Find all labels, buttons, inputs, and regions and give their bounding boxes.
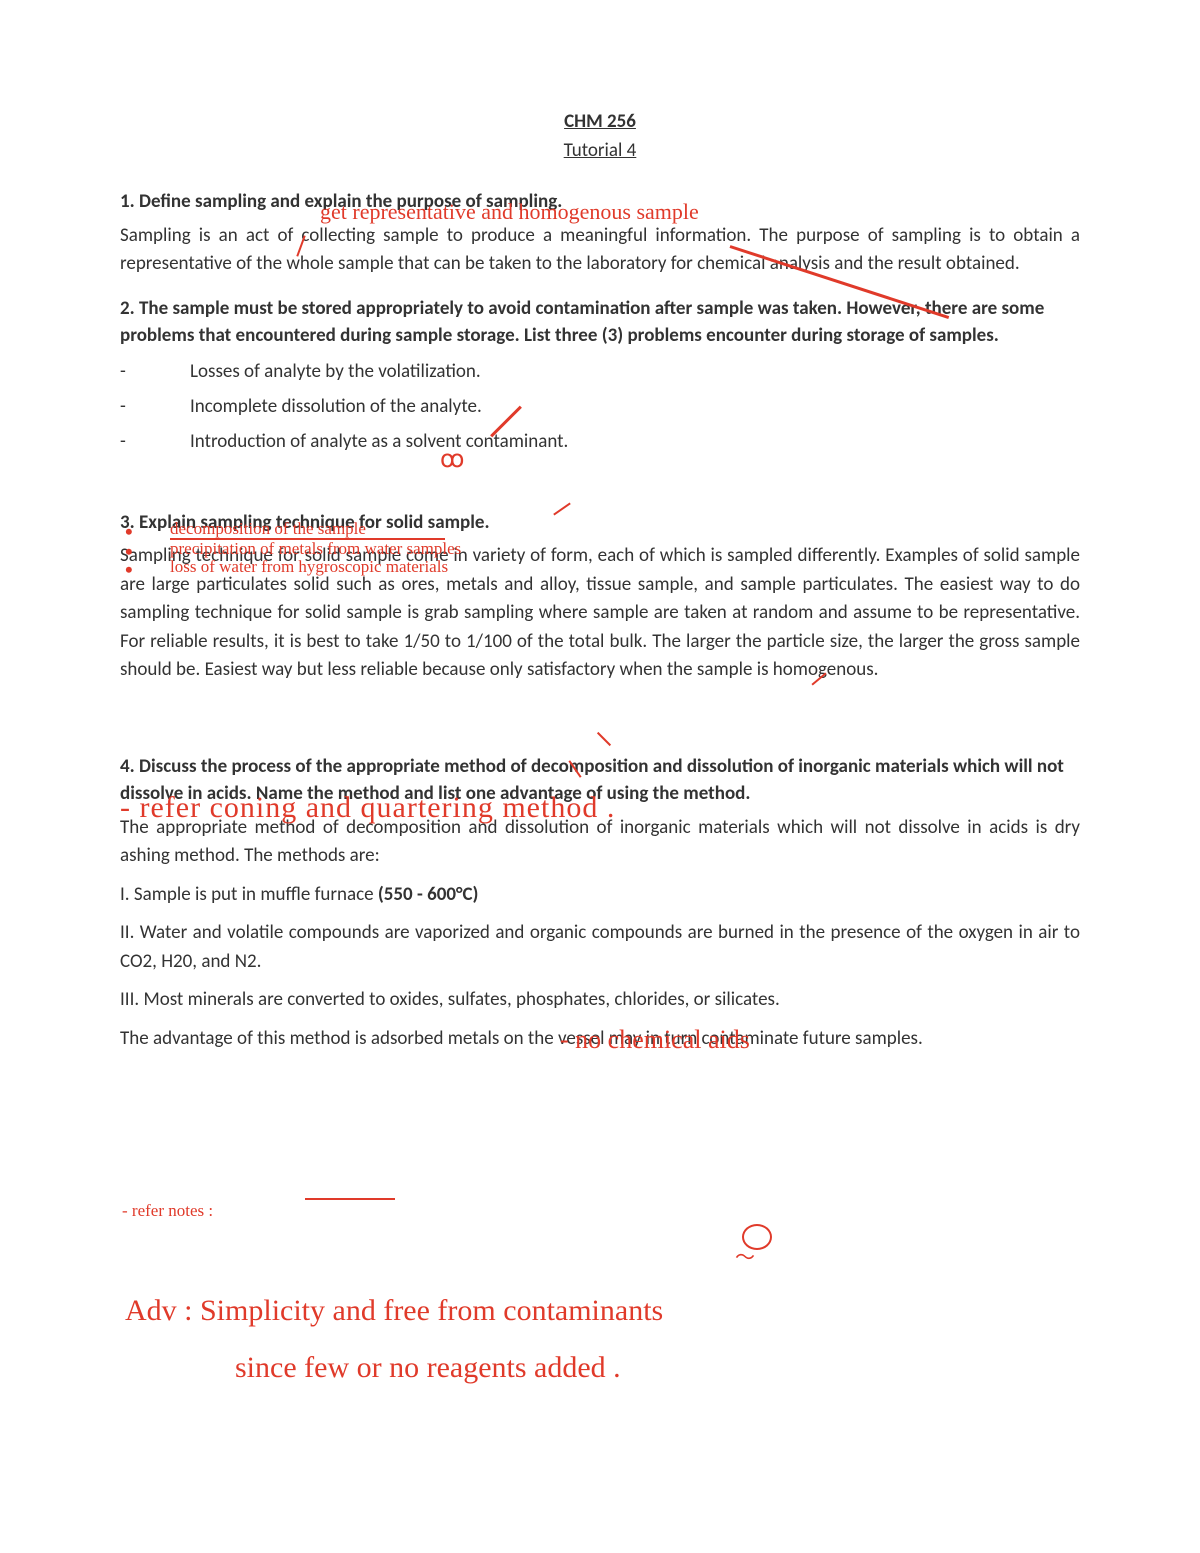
underline-mark-icon xyxy=(305,1198,395,1200)
circle-mark-icon xyxy=(742,1224,772,1250)
bullet-dash: - xyxy=(120,430,190,453)
q4-step2: II. Water and volatile compounds are vap… xyxy=(120,919,1080,976)
q4-step1-bold: (550 - 600°C) xyxy=(378,883,479,906)
q1-body: Sampling is an act of collecting sample … xyxy=(120,222,1080,279)
annotation-adv-line1: Adv : Simplicity and free from contamina… xyxy=(125,1295,663,1327)
bullet-dash: - xyxy=(120,395,190,418)
q2-item-0: Losses of analyte by the volatilization. xyxy=(190,360,481,383)
q4-heading: 4. Discuss the process of the appropriat… xyxy=(120,753,1080,808)
tutorial-title: Tutorial 4 xyxy=(120,139,1080,162)
q4-step1-pre: I. Sample is put in muffle furnace xyxy=(120,883,378,906)
list-item: - Losses of analyte by the volatilizatio… xyxy=(120,360,1080,383)
q4-advantage: The advantage of this method is adsorbed… xyxy=(120,1025,1080,1054)
q3-heading: 3. Explain sampling technique for solid … xyxy=(120,509,1080,537)
bullet-dash: - xyxy=(120,360,190,383)
document-page: CHM 256 Tutorial 4 1. Define sampling an… xyxy=(0,0,1200,1553)
q1-heading: 1. Define sampling and explain the purpo… xyxy=(120,188,1080,216)
squiggle-mark-icon: ～ xyxy=(735,1248,755,1269)
q4-step3: III. Most minerals are converted to oxid… xyxy=(120,986,1080,1015)
q2-item-1: Incomplete dissolution of the analyte. xyxy=(190,395,482,418)
q4-intro: The appropriate method of decomposition … xyxy=(120,814,1080,871)
annotation-refer-notes: - refer notes : xyxy=(122,1202,213,1220)
annotation-adv-line2: since few or no reagents added . xyxy=(235,1352,621,1384)
content-area: CHM 256 Tutorial 4 1. Define sampling an… xyxy=(120,110,1080,1063)
q2-item-2: Introduction of analyte as a solvent con… xyxy=(190,430,568,453)
list-item: - Introduction of analyte as a solvent c… xyxy=(120,430,1080,453)
q2-heading: 2. The sample must be stored appropriate… xyxy=(120,295,1080,350)
course-title: CHM 256 xyxy=(120,110,1080,133)
q4-step1: I. Sample is put in muffle furnace (550 … xyxy=(120,881,1080,910)
q2-list: - Losses of analyte by the volatilizatio… xyxy=(120,360,1080,453)
q3-body: Sampling technique for solid sample come… xyxy=(120,542,1080,685)
list-item: - Incomplete dissolution of the analyte. xyxy=(120,395,1080,418)
